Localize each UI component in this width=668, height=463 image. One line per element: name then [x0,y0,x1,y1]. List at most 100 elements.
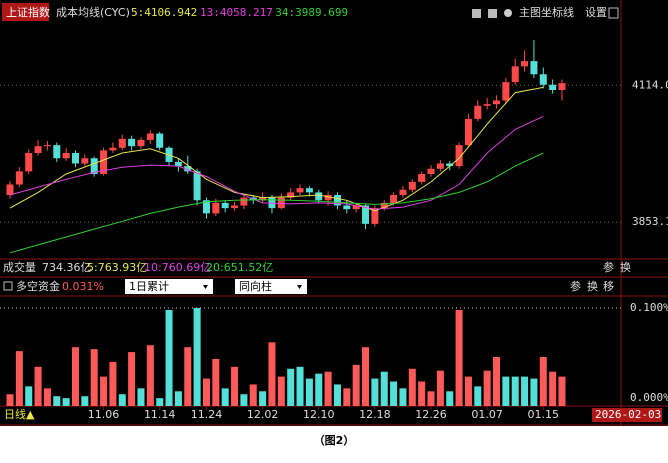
bar [436,370,444,406]
candle-body [259,197,267,201]
bar [146,345,154,406]
bar [352,364,360,406]
tool-button[interactable]: 移 [603,280,614,293]
candle-body [464,118,472,146]
candle-body [109,147,117,151]
bar [324,371,332,406]
candle-body [408,181,416,190]
candle-body [156,133,164,148]
candle-body [15,171,23,185]
candle-body [305,188,313,193]
candle-body [558,83,566,90]
y-tick-label: 0.000% [630,391,668,404]
bar [464,376,472,406]
x-tick-label: 12.10 [303,408,335,421]
y-tick-label: 3853.1 [632,215,668,228]
candle-body [296,188,304,193]
zoom-in-icon[interactable] [472,9,481,18]
bar [165,309,173,406]
candle-body [81,158,89,164]
x-tick-label: 11.24 [191,408,223,421]
bar [25,386,33,406]
ma-line [9,86,544,212]
candle-body [137,139,145,147]
candle-body [62,153,70,159]
candle-body [128,138,136,147]
bar [118,394,126,406]
candle-body [399,189,407,195]
volume-ma: 20:651.52亿 [206,261,273,274]
tool-button[interactable]: 设置 [585,6,607,19]
collapse-icon[interactable] [3,281,13,291]
bar [530,378,538,406]
x-tick-label: 01.07 [471,408,503,421]
volume-value: 734.36亿 [42,261,92,274]
x-tick-label: 12.02 [247,408,279,421]
bar [305,378,313,406]
tool-button[interactable]: 坐标线 [541,5,574,19]
candle-body [455,145,463,167]
candle-body [146,133,154,140]
dropdown-arrow [203,285,208,289]
candle-body [184,166,192,172]
volume-ma: 5:763.93亿 [87,261,147,274]
bar [259,391,267,406]
download-icon[interactable] [608,7,619,19]
bar [193,308,201,406]
bar [6,394,14,406]
favorite-icon[interactable] [504,9,512,17]
plot: 4114.0 3853.1 0.100% 0.000% 11.06 11.14 11.24 1… [0,40,668,421]
bar [100,376,108,406]
bar [418,381,426,406]
fund-value: 0.031% [62,280,104,293]
bar [511,376,519,406]
candle-body [352,205,360,210]
bar [15,351,23,406]
x-tick-label: 11.14 [144,408,176,421]
y-tick-label: 0.100% [630,301,668,314]
x-tick-label: 01.15 [528,408,560,421]
bar [371,378,379,406]
current-date: 2026-02-03 [595,408,661,421]
bar [221,388,229,406]
bar [558,376,566,406]
period-dropdown[interactable] [125,279,213,294]
candle-body [436,163,444,169]
candle-body [371,208,379,224]
legend-entry: 5:4106.942 [131,6,197,19]
candle-body [502,82,510,101]
bar [333,384,341,406]
candle-body [343,205,351,210]
bar [128,352,136,406]
tool-button[interactable]: 参 [603,260,614,274]
bar [446,391,454,406]
zoom-out-icon[interactable] [488,9,497,18]
bar [502,376,510,406]
candle-body [390,195,398,203]
style-dropdown[interactable] [235,279,307,294]
candle-body [333,195,341,206]
bar [408,368,416,406]
tool-button[interactable]: 换 [620,260,631,274]
bar [137,388,145,406]
candle-body [6,184,14,195]
tool-button[interactable]: 主图 [519,6,541,19]
candle-body [34,146,42,153]
tool-button[interactable]: 参 [570,279,581,293]
bar [277,376,285,406]
candle-body [549,84,557,90]
bar [90,349,98,406]
tool-button[interactable]: 换 [587,279,598,293]
candle-body [493,100,501,105]
bar [231,366,239,406]
legend-entry: 34:3989.699 [275,6,348,19]
candle-body [231,205,239,209]
bar [202,378,210,406]
date-badge [592,408,662,422]
candle-body [474,105,482,119]
candle-body [446,163,454,167]
chart-background [0,0,668,426]
bar [109,361,117,406]
candle-body [483,104,491,106]
